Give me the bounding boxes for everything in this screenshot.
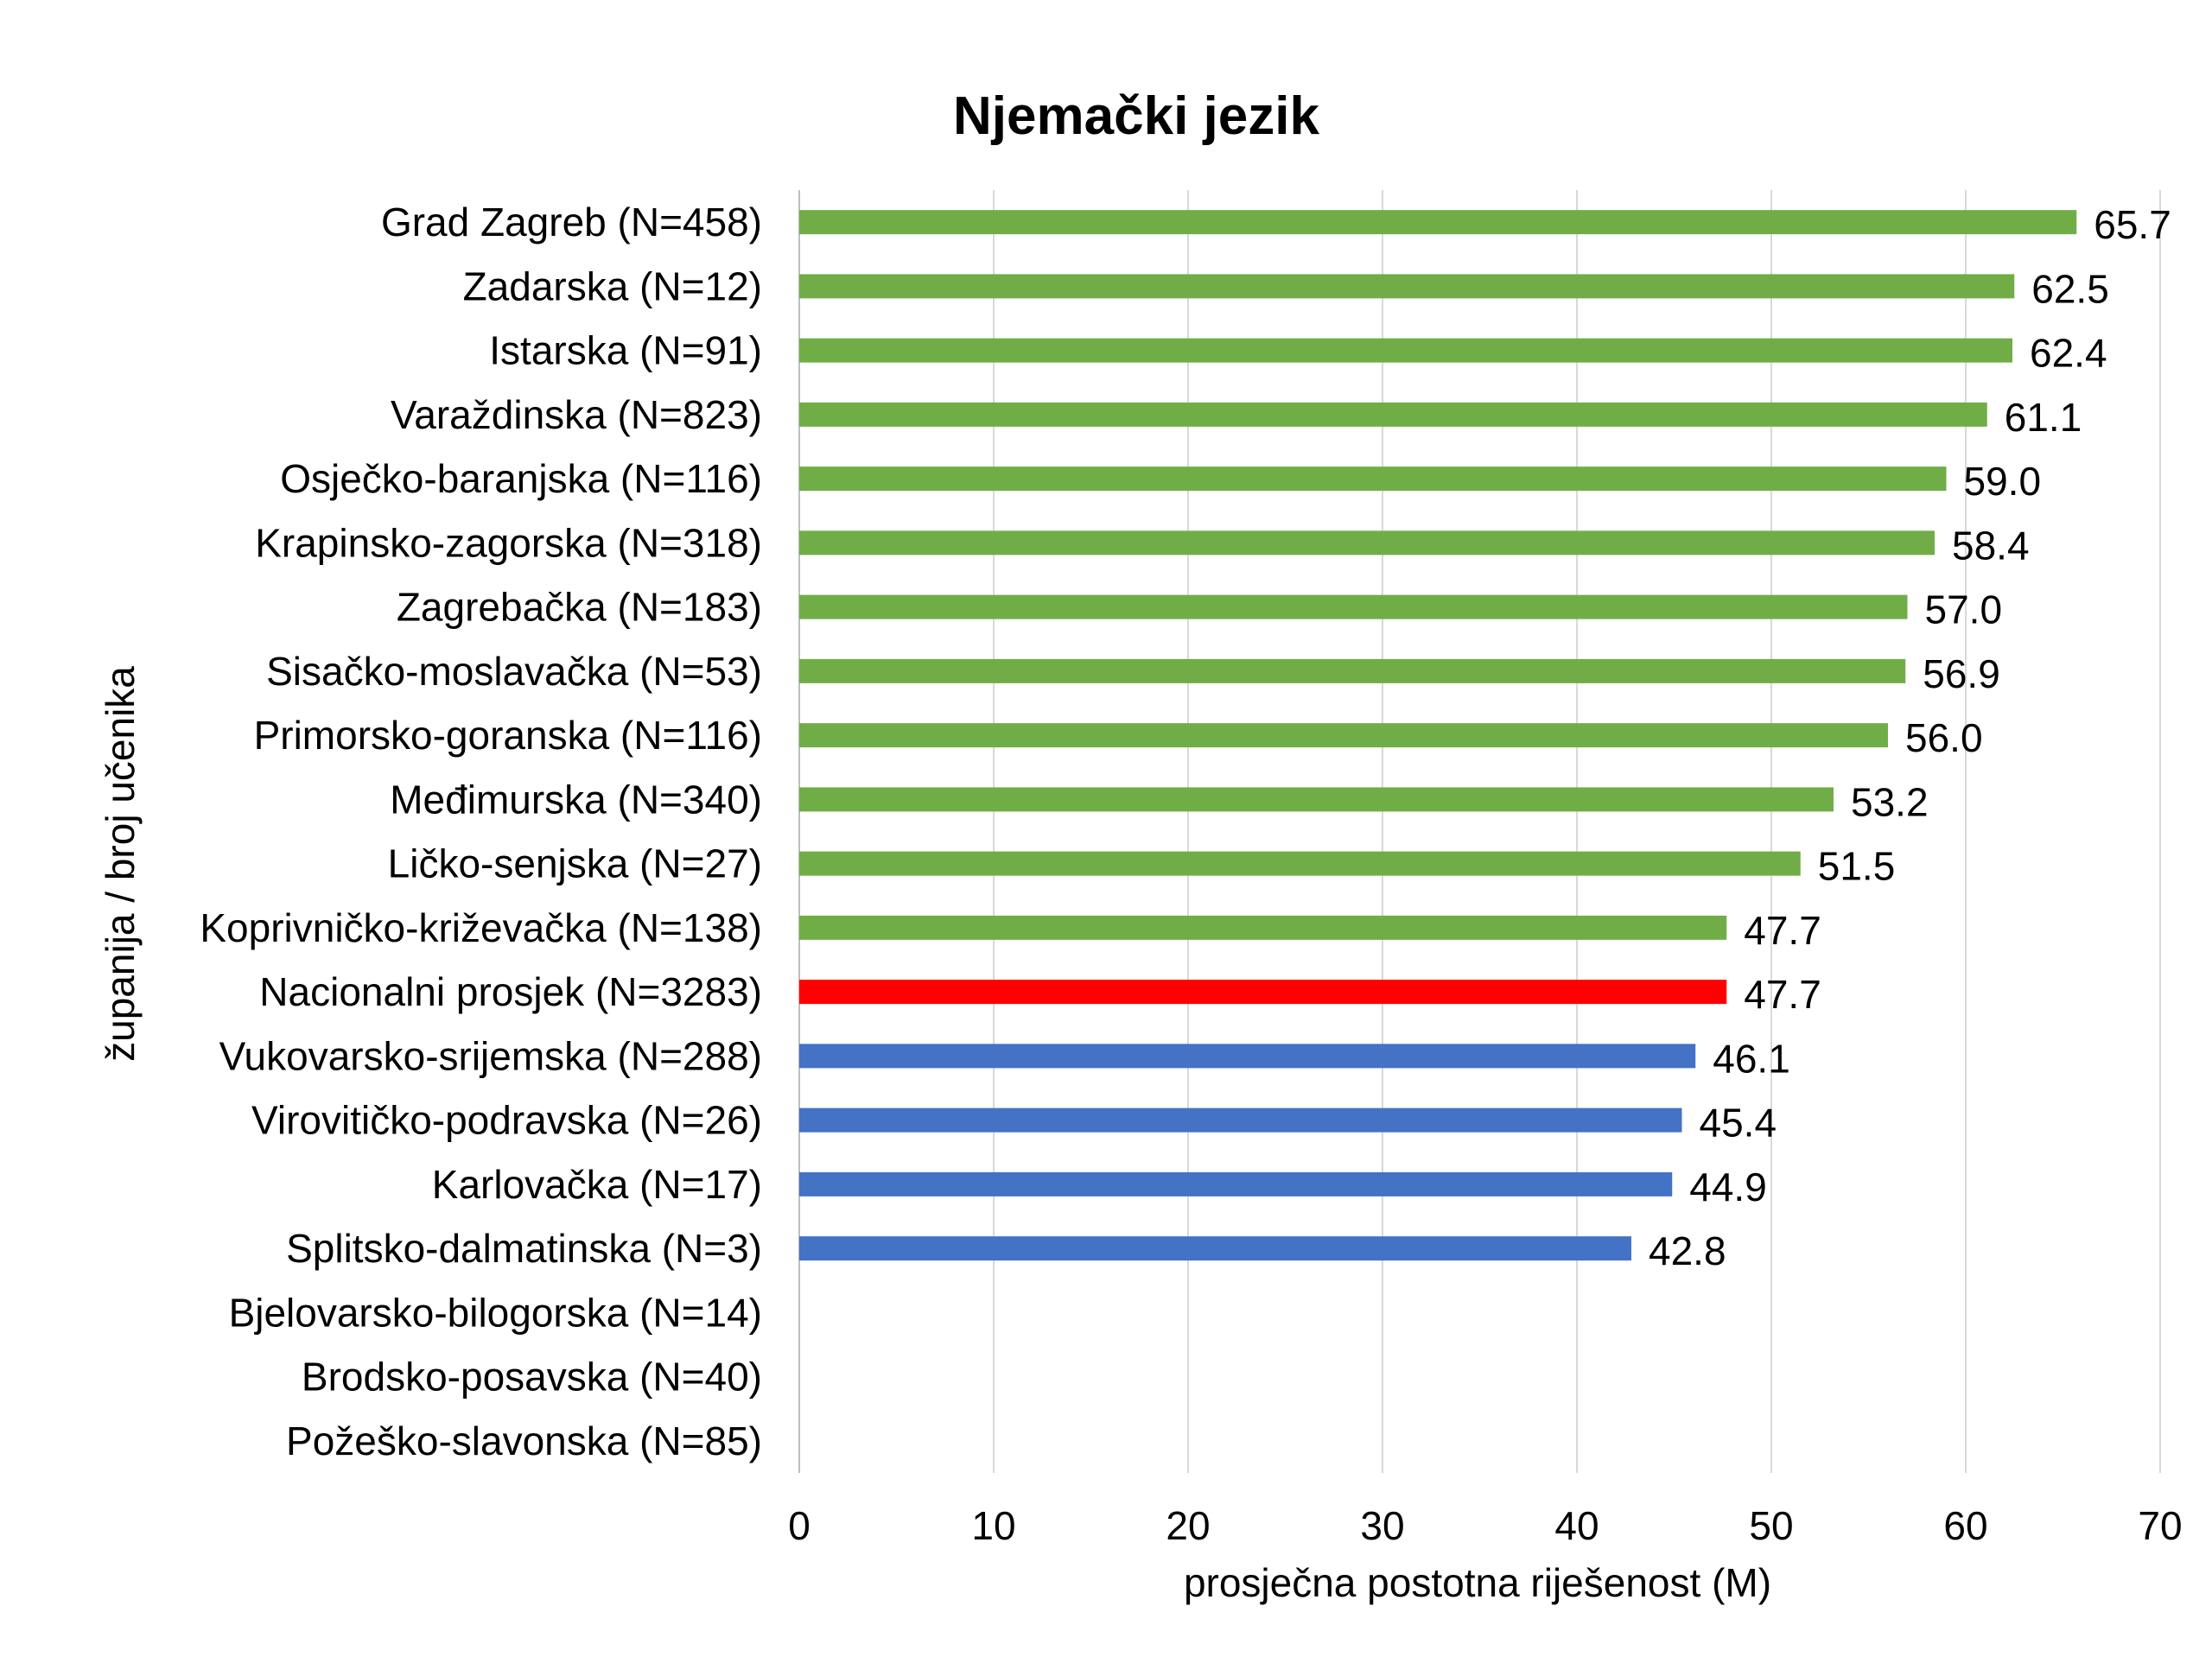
category-label: Sisačko-moslavačka (N=53) — [266, 649, 762, 694]
category-label: Splitsko-dalmatinska (N=3) — [286, 1226, 762, 1271]
x-tick-label: 60 — [1943, 1503, 1987, 1548]
x-tick-label: 0 — [788, 1503, 810, 1548]
category-label: Zagrebačka (N=183) — [397, 585, 762, 630]
value-label: 45.4 — [1700, 1101, 1777, 1146]
category-label: Bjelovarsko-bilogorska (N=14) — [229, 1290, 762, 1335]
value-label: 62.4 — [2030, 331, 2107, 376]
value-label: 56.0 — [1905, 715, 1983, 760]
gridlines — [798, 190, 2161, 1473]
category-label: Ličko-senjska (N=27) — [388, 841, 762, 886]
value-label: 59.0 — [1964, 459, 2042, 504]
bar — [799, 1236, 1631, 1261]
value-label: 58.4 — [1952, 523, 2030, 568]
value-label: 53.2 — [1851, 779, 1929, 824]
category-labels: Grad Zagreb (N=458) Zadarska (N=12) Istars… — [200, 200, 762, 1463]
category-label: Zadarska (N=12) — [463, 263, 762, 308]
bar — [799, 338, 2012, 363]
value-label: 51.5 — [1818, 844, 1896, 889]
bar — [799, 1108, 1682, 1133]
value-label: 44.9 — [1689, 1165, 1767, 1209]
category-label: Grad Zagreb (N=458) — [381, 200, 762, 244]
value-label: 65.7 — [2094, 202, 2171, 247]
bars — [799, 210, 2077, 1261]
y-axis-title: županija / broj učenika — [98, 666, 143, 1062]
value-label: 56.9 — [1923, 651, 2000, 696]
category-label: Virovitičko-podravska (N=26) — [251, 1098, 762, 1143]
value-label: 42.8 — [1649, 1228, 1726, 1273]
value-labels: 65.7 62.5 62.4 61.1 59.0 58.4 57.0 56.9 56.0 53.2… — [1649, 202, 2171, 1273]
bar — [799, 530, 1935, 555]
x-tick-label: 20 — [1166, 1503, 1210, 1548]
value-label: 47.7 — [1744, 972, 1821, 1017]
bar — [799, 210, 2077, 235]
category-label: Brodsko-posavska (N=40) — [302, 1355, 762, 1400]
bar — [799, 723, 1888, 748]
category-label: Osječko-baranjska (N=116) — [280, 456, 762, 501]
bar — [799, 274, 2015, 299]
bar — [799, 787, 1834, 812]
value-label: 47.7 — [1744, 908, 1821, 953]
x-tick-label: 70 — [2138, 1503, 2182, 1548]
value-label: 57.0 — [1925, 587, 2003, 632]
bar — [799, 402, 1987, 427]
category-label: Vukovarsko-srijemska (N=288) — [219, 1033, 762, 1078]
bar — [799, 915, 1727, 940]
category-label: Međimurska (N=340) — [390, 777, 762, 822]
bar — [799, 1044, 1696, 1069]
x-tick-label: 30 — [1360, 1503, 1404, 1548]
x-tick-label: 10 — [971, 1503, 1015, 1548]
bar — [799, 467, 1947, 492]
category-label: Krapinsko-zagorska (N=318) — [255, 520, 762, 565]
category-label: Istarska (N=91) — [489, 328, 762, 373]
value-label: 62.5 — [2031, 266, 2109, 311]
category-label: Karlovačka (N=17) — [432, 1162, 762, 1207]
category-label: Požeško-slavonska (N=85) — [286, 1419, 762, 1463]
x-tick-label: 40 — [1554, 1503, 1599, 1548]
value-label: 46.1 — [1713, 1036, 1790, 1081]
x-axis-title: prosječna postotna riješenost (M) — [1184, 1560, 1771, 1605]
bar — [799, 594, 1908, 619]
x-tick-label: 50 — [1749, 1503, 1793, 1548]
category-label: Varaždinska (N=823) — [391, 392, 762, 437]
chart-title: Njemački jezik — [953, 86, 1319, 146]
category-label: Primorsko-goranska (N=116) — [254, 713, 762, 758]
bar — [799, 1171, 1673, 1196]
bar — [799, 851, 1801, 876]
bar — [799, 980, 1727, 1005]
x-tick-labels: 0 10 20 30 40 50 60 70 — [788, 1503, 2182, 1548]
bar — [799, 658, 1906, 683]
category-label: Koprivničko-križevačka (N=138) — [200, 905, 762, 950]
value-label: 61.1 — [2005, 395, 2082, 440]
category-label: Nacionalni prosjek (N=3283) — [259, 969, 762, 1014]
